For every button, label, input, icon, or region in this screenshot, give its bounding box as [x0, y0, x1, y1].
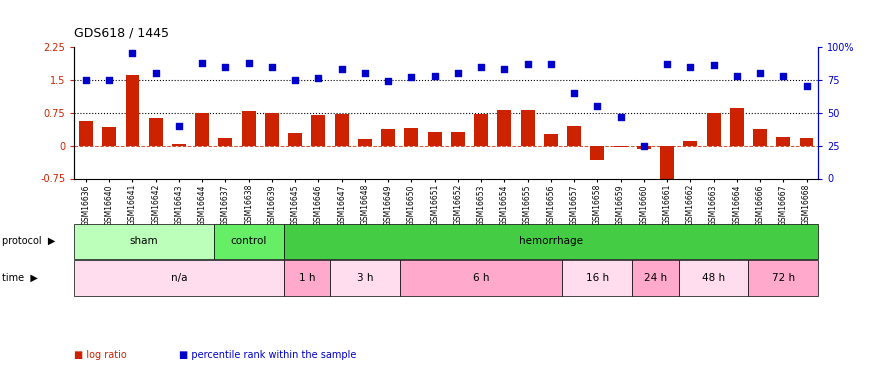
Point — [404, 74, 418, 80]
Point — [428, 73, 442, 79]
Bar — [265, 112, 279, 146]
Point — [242, 60, 256, 66]
Point — [125, 51, 139, 57]
Bar — [428, 132, 442, 146]
Point — [683, 64, 697, 70]
Text: ■ log ratio: ■ log ratio — [74, 350, 127, 360]
Bar — [74, 260, 284, 296]
Bar — [195, 112, 209, 146]
Bar — [242, 111, 256, 146]
Bar — [125, 75, 139, 146]
Bar — [400, 260, 563, 296]
Text: 16 h: 16 h — [585, 273, 609, 283]
Bar — [748, 260, 818, 296]
Text: sham: sham — [130, 236, 158, 246]
Point — [521, 61, 535, 67]
Point — [312, 75, 326, 81]
Bar — [753, 129, 767, 146]
Bar — [632, 260, 679, 296]
Bar — [563, 260, 632, 296]
Text: n/a: n/a — [171, 273, 187, 283]
Text: 3 h: 3 h — [357, 273, 373, 283]
Bar — [79, 122, 93, 146]
Text: hemorrhage: hemorrhage — [519, 236, 583, 246]
Bar — [497, 110, 511, 146]
Point — [451, 70, 465, 76]
Bar — [284, 224, 818, 259]
Text: control: control — [230, 236, 267, 246]
Bar — [521, 110, 535, 146]
Bar — [776, 137, 790, 146]
Point — [753, 70, 767, 76]
Point — [567, 90, 581, 96]
Bar — [219, 138, 233, 146]
Bar — [544, 134, 558, 146]
Point — [660, 61, 674, 67]
Text: 1 h: 1 h — [298, 273, 315, 283]
Bar — [74, 224, 213, 259]
Text: protocol  ▶: protocol ▶ — [2, 236, 55, 246]
Bar — [312, 115, 326, 146]
Point — [149, 70, 163, 76]
Bar — [567, 126, 581, 146]
Bar — [214, 224, 284, 259]
Bar — [800, 138, 814, 146]
Point — [219, 64, 233, 70]
Text: 6 h: 6 h — [473, 273, 489, 283]
Bar — [382, 129, 396, 146]
Point — [358, 70, 372, 76]
Bar — [172, 144, 186, 146]
Bar — [284, 260, 330, 296]
Bar — [330, 260, 400, 296]
Text: 24 h: 24 h — [644, 273, 667, 283]
Text: 72 h: 72 h — [772, 273, 794, 283]
Point — [591, 103, 605, 109]
Point — [195, 60, 209, 66]
Bar — [474, 114, 488, 146]
Text: GDS618 / 1445: GDS618 / 1445 — [74, 26, 170, 39]
Point — [730, 73, 744, 79]
Bar — [102, 127, 116, 146]
Point — [334, 66, 348, 72]
Point — [172, 123, 186, 129]
Bar — [404, 128, 418, 146]
Bar — [707, 112, 720, 146]
Bar — [730, 108, 744, 146]
Point — [706, 62, 720, 68]
Point — [102, 77, 116, 83]
Bar — [358, 139, 372, 146]
Bar — [288, 133, 302, 146]
Point — [474, 64, 488, 70]
Point — [265, 64, 279, 70]
Point — [497, 66, 511, 72]
Point — [800, 83, 814, 89]
Point — [544, 61, 558, 67]
Bar — [613, 146, 627, 147]
Point — [776, 73, 790, 79]
Text: 48 h: 48 h — [702, 273, 725, 283]
Bar — [451, 132, 465, 146]
Point — [637, 142, 651, 148]
Text: time  ▶: time ▶ — [2, 273, 38, 283]
Bar — [149, 118, 163, 146]
Point — [613, 114, 627, 120]
Bar — [679, 260, 748, 296]
Point — [79, 77, 93, 83]
Point — [288, 77, 302, 83]
Point — [382, 78, 396, 84]
Bar — [683, 141, 697, 146]
Text: ■ percentile rank within the sample: ■ percentile rank within the sample — [179, 350, 357, 360]
Bar — [637, 146, 651, 149]
Bar — [591, 146, 605, 160]
Bar — [660, 146, 674, 180]
Bar — [334, 114, 348, 146]
